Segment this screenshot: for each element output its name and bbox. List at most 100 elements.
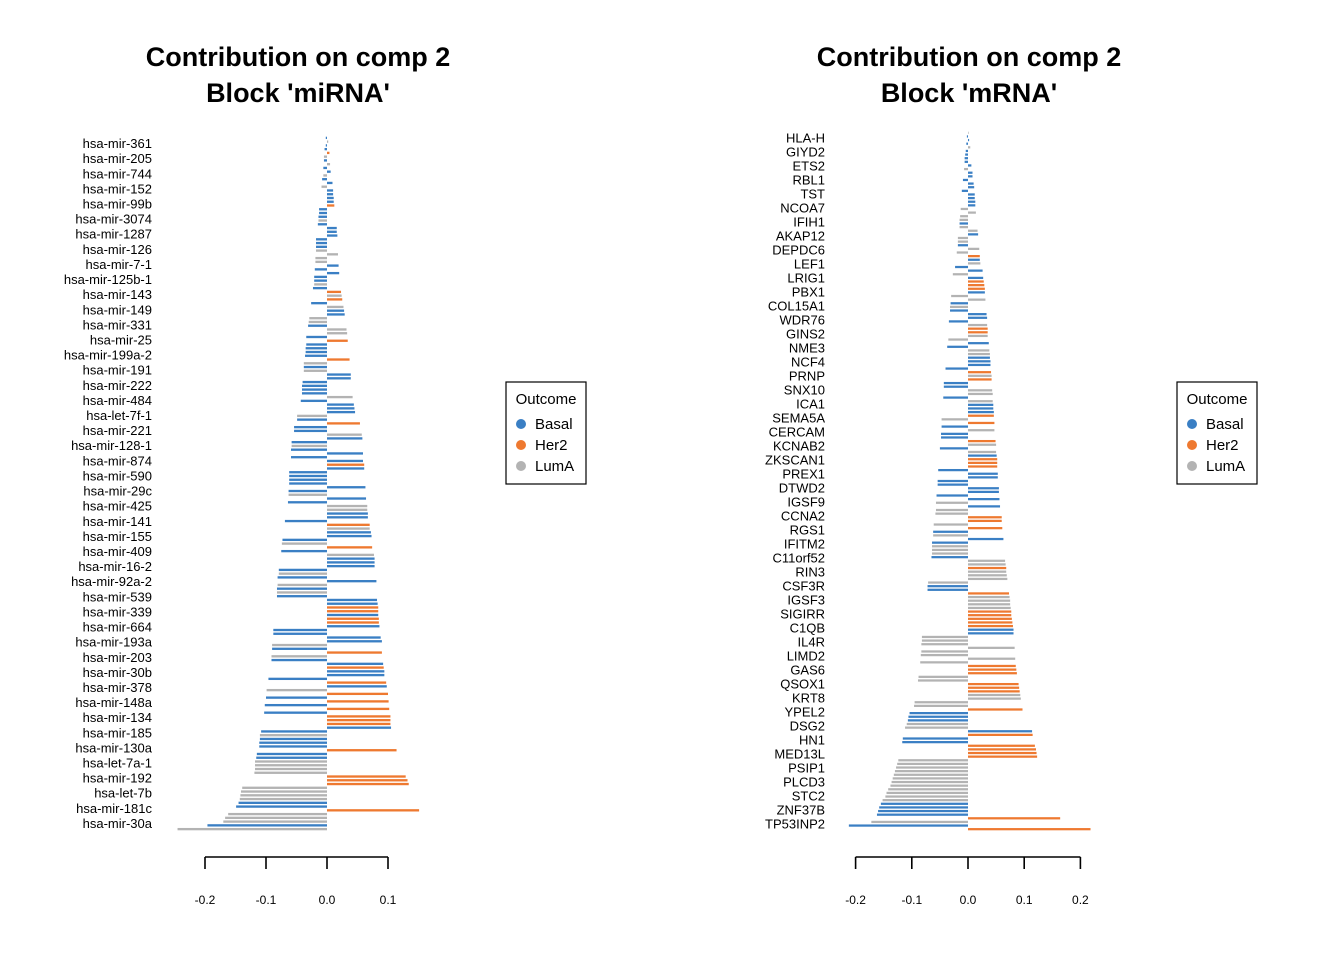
mirna-bar — [327, 779, 408, 782]
mirna-category-label: hsa-mir-3074 — [75, 212, 152, 227]
mrna-bar — [964, 167, 968, 171]
mirna-bar — [327, 422, 360, 425]
mirna-category-label: hsa-mir-484 — [83, 393, 152, 408]
mirna-category-label: hsa-mir-361 — [83, 136, 152, 151]
mirna-bar — [327, 598, 378, 602]
mirna-bar — [327, 204, 335, 207]
mrna-bar — [927, 585, 968, 588]
mrna-bar — [932, 545, 968, 548]
mrna-category-label: PRNP — [789, 369, 825, 384]
mirna-category-label: hsa-mir-378 — [83, 680, 152, 695]
mrna-bar — [968, 421, 995, 425]
mrna-bar — [968, 487, 999, 490]
mrna-bar — [968, 817, 1061, 820]
mrna-category-label: DEPDC6 — [772, 243, 825, 258]
mirna-bar — [240, 794, 327, 797]
mrna-category-label: PBX1 — [792, 285, 825, 300]
mrna-bar — [968, 334, 988, 338]
mirna-bar — [327, 662, 384, 665]
mirna-bar — [261, 730, 327, 733]
mirna-bar — [323, 159, 327, 162]
mirna-bar — [305, 347, 327, 350]
mirna-bar — [327, 602, 378, 605]
mrna-bar — [941, 418, 968, 421]
mirna-bar — [301, 392, 327, 395]
mrna-bar — [950, 302, 968, 305]
mrna-legend-label-luma: LumA — [1206, 458, 1245, 475]
mrna-bar — [937, 483, 968, 486]
mirna-bar — [327, 271, 340, 275]
mirna-bar — [327, 553, 374, 557]
mrna-bar — [968, 610, 1012, 613]
mrna-bar — [950, 309, 968, 312]
mrna-bar — [968, 537, 1004, 541]
mirna-bar — [311, 302, 327, 305]
mrna-category-label: GIYD2 — [786, 145, 825, 160]
mrna-bar — [968, 229, 978, 232]
mrna-bar — [968, 490, 999, 494]
mirna-title-line-1: Contribution on comp 2 — [146, 42, 450, 72]
mirna-bar — [327, 339, 348, 342]
mirna-bar — [301, 388, 327, 391]
mrna-bar — [968, 570, 1007, 573]
mrna-bar — [959, 225, 968, 229]
mrna-bar — [968, 755, 1038, 758]
mrna-bar — [950, 305, 968, 309]
mirna-category-label: hsa-mir-29c — [83, 484, 152, 499]
mrna-legend-marker-basal — [1187, 419, 1197, 429]
mrna-bar — [965, 149, 968, 153]
mrna-bar — [957, 236, 968, 240]
mirna-x-tick-label: 0.0 — [319, 893, 336, 907]
mirna-bar — [289, 471, 327, 474]
mrna-bar — [968, 378, 992, 381]
mrna-bar — [968, 407, 994, 410]
mrna-bar — [968, 374, 992, 377]
mirna-bar — [276, 587, 327, 590]
mrna-bar — [968, 624, 1013, 628]
mirna-bar — [327, 606, 379, 609]
mirna-bar — [327, 640, 382, 643]
mirna-bar — [327, 437, 363, 440]
mrna-bar — [968, 316, 988, 319]
mrna-bar — [968, 751, 1037, 755]
mirna-bar — [255, 764, 327, 767]
mirna-bar — [284, 519, 327, 523]
mirna-category-label: hsa-mir-425 — [83, 499, 152, 514]
mirna-bar — [327, 561, 375, 564]
mrna-bar — [964, 160, 968, 163]
mrna-bar — [882, 799, 968, 802]
mirna-bar — [327, 170, 331, 173]
mrna-bar — [968, 733, 1033, 737]
mirna-bar — [327, 557, 375, 560]
mrna-bar — [968, 186, 975, 189]
mirna-category-label: hsa-mir-191 — [83, 363, 152, 378]
mrna-bar — [968, 574, 1007, 577]
mirna-bar — [327, 715, 391, 718]
mrna-bar — [951, 294, 968, 298]
mirna-category-label: hsa-mir-152 — [83, 181, 152, 196]
mrna-category-label: C11orf52 — [772, 551, 825, 566]
mirna-bar — [327, 452, 363, 455]
mrna-bar — [968, 454, 997, 457]
mrna-category-label: IFIH1 — [793, 215, 825, 230]
mirna-category-label: hsa-mir-30b — [83, 665, 152, 680]
mirna-bar — [287, 501, 327, 504]
mrna-bar — [968, 472, 998, 475]
mirna-bar — [314, 268, 327, 271]
mirna-category-label: hsa-mir-25 — [90, 333, 152, 348]
mrna-category-label: KRT8 — [792, 691, 825, 706]
mrna-category-label: IL4R — [798, 635, 825, 650]
mirna-legend-title: Outcome — [516, 391, 577, 408]
mrna-bar — [968, 146, 971, 149]
mrna-bar — [908, 715, 968, 718]
mrna-bar — [914, 701, 968, 704]
mrna-bar — [966, 135, 968, 138]
mrna-category-label: RGS1 — [790, 523, 825, 538]
mrna-bar — [968, 458, 998, 461]
mirna-bar — [305, 350, 327, 354]
mrna-bar — [968, 748, 1036, 751]
mrna-bar — [902, 737, 968, 740]
mirna-bar — [327, 151, 330, 155]
mrna-bar — [935, 512, 968, 515]
mirna-bar — [327, 670, 385, 673]
